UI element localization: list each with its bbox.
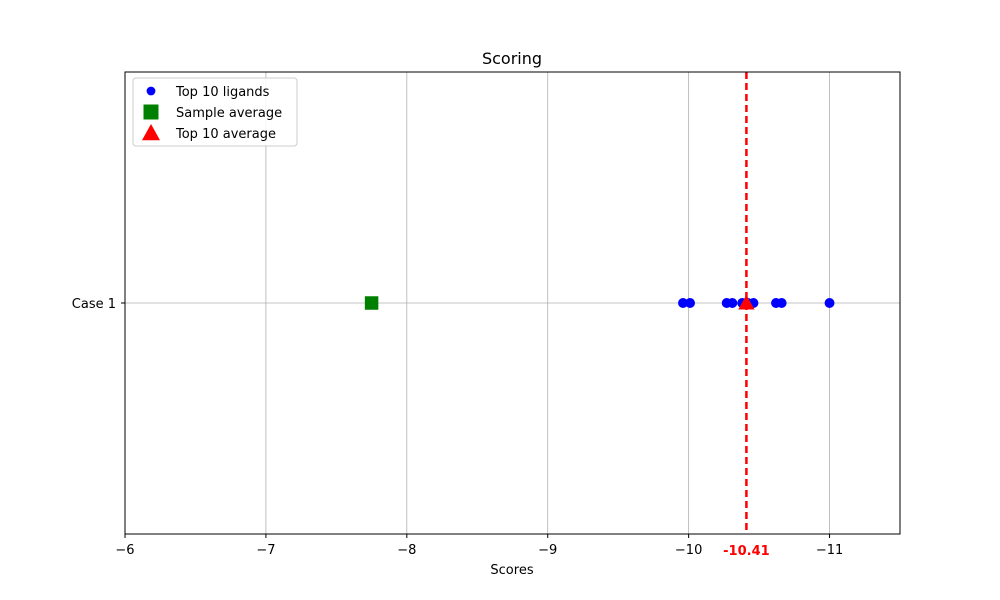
ligand-point	[678, 298, 688, 308]
x-tick-label: −9	[538, 543, 557, 558]
ligand-point	[685, 298, 695, 308]
x-tick-label: −10	[675, 543, 702, 558]
legend: Top 10 ligands Sample average Top 10 avera…	[132, 77, 298, 147]
x-axis-label: Scores	[490, 563, 533, 578]
legend-box	[132, 77, 298, 147]
sample-average-point	[364, 296, 379, 310]
legend-entry-label: Top 10 ligands	[175, 85, 270, 100]
ligand-point	[776, 298, 787, 308]
chart-title: Scoring	[482, 49, 542, 68]
x-tick-label: −6	[115, 543, 134, 558]
legend-marker	[143, 104, 159, 120]
legend-entry-label: Sample average	[176, 106, 282, 121]
data-points	[364, 294, 835, 310]
reference-value-label: -10.41	[723, 544, 770, 559]
legend-marker	[142, 124, 160, 141]
y-tick-label: Case 1	[72, 297, 116, 312]
ligand-point	[727, 298, 738, 308]
x-axis-ticks: −6 −7 −8 −9 −10 −11	[115, 534, 843, 558]
legend-entry-label: Top 10 average	[175, 127, 276, 142]
y-axis-ticks: Case 1	[72, 297, 125, 312]
x-tick-label: −7	[256, 543, 275, 558]
legend-marker	[146, 86, 156, 96]
ligand-point	[824, 298, 835, 308]
x-tick-label: −8	[397, 543, 416, 558]
x-tick-label: −11	[816, 543, 843, 558]
top10-average-point	[738, 294, 755, 310]
